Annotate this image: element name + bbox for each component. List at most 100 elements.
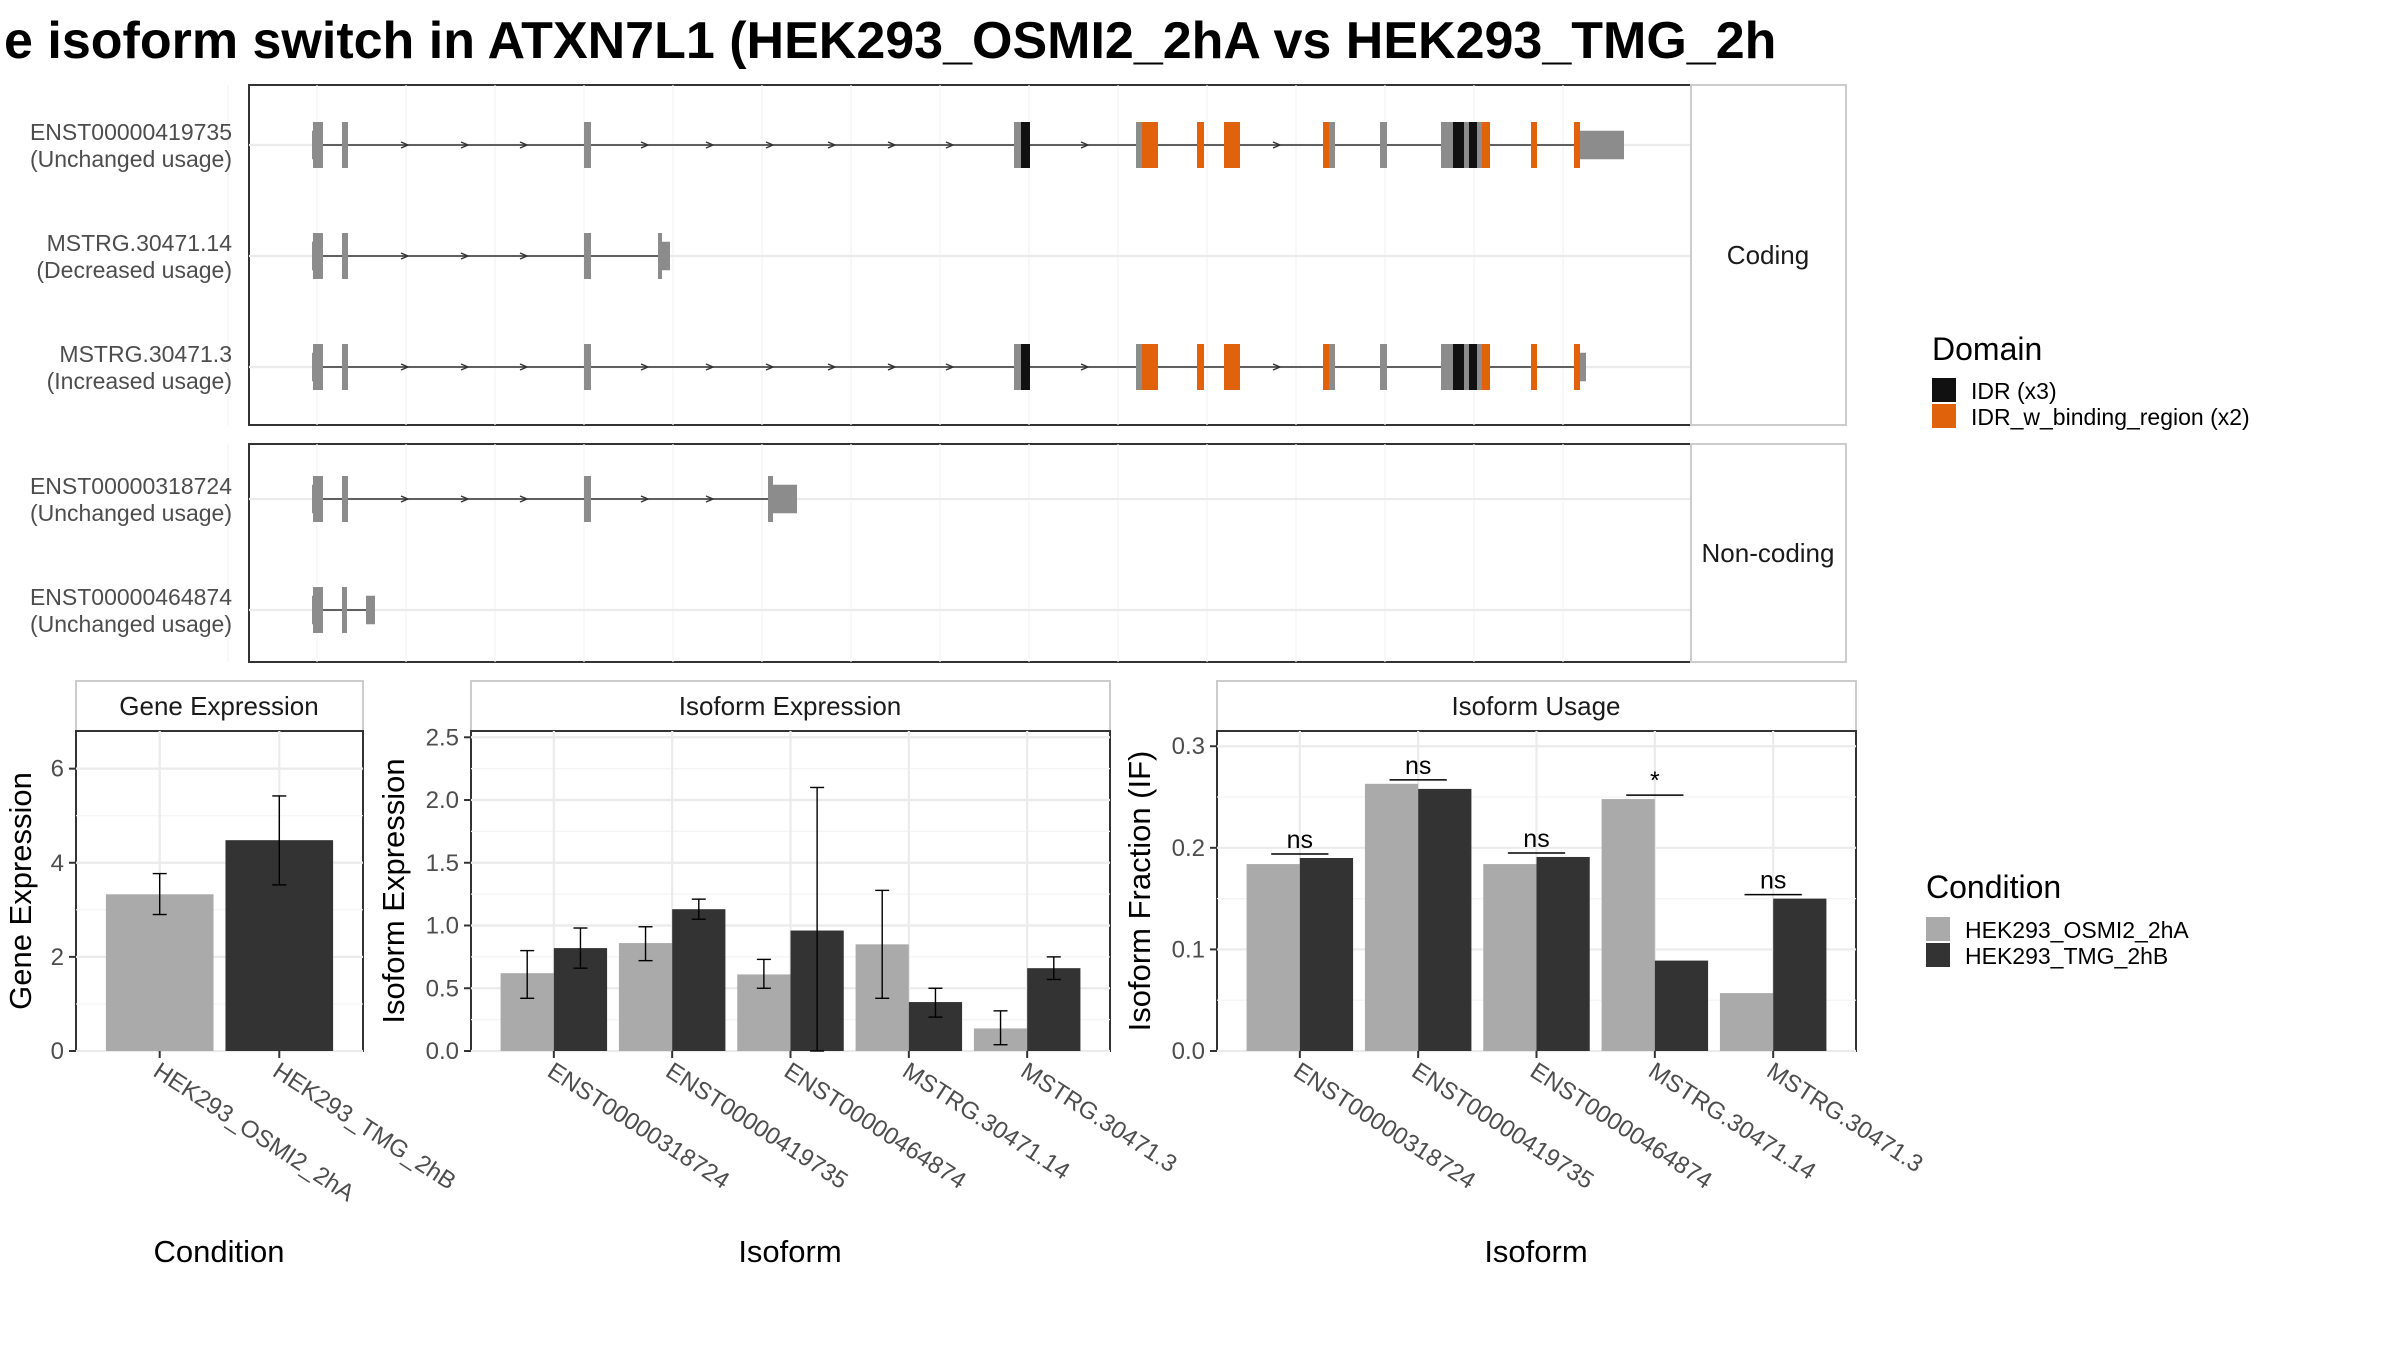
- idr_binding-domain: [1197, 122, 1204, 168]
- transcript-name: MSTRG.30471.14: [47, 230, 233, 256]
- y-tick-label: 2.0: [426, 787, 459, 814]
- direction-arrow: [460, 141, 470, 149]
- exon: [1136, 344, 1142, 390]
- direction-arrow: [400, 363, 410, 371]
- panel-strip-title: Gene Expression: [119, 691, 318, 721]
- legend-swatch-cond2: [1926, 943, 1950, 967]
- exon: [584, 476, 591, 522]
- bar: [1299, 857, 1354, 1051]
- y-tick-label: 2: [51, 944, 64, 971]
- bar: [1418, 788, 1472, 1051]
- bar: [1246, 864, 1300, 1051]
- transcript-name: ENST00000318724: [30, 473, 232, 499]
- idr_binding-domain: [1323, 344, 1329, 390]
- exon: [342, 476, 348, 522]
- y-tick-label: 0.2: [1172, 835, 1205, 862]
- y-tick-label: 0.1: [1172, 936, 1205, 963]
- legend-title: Condition: [1926, 869, 2061, 905]
- exon: [312, 484, 318, 514]
- panel-isoform-expression: Isoform Expression 0.00.51.01.52.02.5ENS…: [376, 680, 1182, 1269]
- exon: [584, 122, 591, 168]
- exon: [312, 352, 318, 382]
- exon: [658, 233, 662, 279]
- exon: [1380, 122, 1387, 168]
- y-tick-label: 0.5: [426, 975, 459, 1002]
- exon: [342, 587, 347, 633]
- transcript-name: ENST00000419735: [30, 119, 232, 145]
- legend-swatch-idr: [1932, 378, 1956, 402]
- direction-arrow: [400, 141, 410, 149]
- y-tick-label: 4: [51, 850, 64, 877]
- transcript-labels: ENST00000419735 (Unchanged usage) MSTRG.…: [30, 119, 232, 637]
- transcript-3: [312, 476, 797, 522]
- y-axis-title: Isoform Fraction (IF): [1122, 751, 1157, 1032]
- legend-label: HEK293_TMG_2hB: [1965, 943, 2168, 969]
- legend-swatch-idr-binding: [1932, 404, 1956, 428]
- direction-arrow: [519, 252, 529, 260]
- idr-domain: [1021, 344, 1030, 390]
- exon: [1580, 352, 1586, 382]
- direction-arrow: [519, 363, 529, 371]
- y-tick-label: 6: [51, 756, 64, 783]
- direction-arrow: [640, 141, 650, 149]
- exon: [1441, 344, 1453, 390]
- transcript-status: (Decreased usage): [36, 257, 232, 283]
- y-tick-label: 1.0: [426, 913, 459, 940]
- bar: [1654, 960, 1709, 1051]
- idr-domain: [1469, 122, 1477, 168]
- exon: [584, 233, 591, 279]
- panel-gene-expression: Gene Expression 0246HEK293_OSMI2_2hAHEK2…: [3, 680, 461, 1269]
- significance-label: ns: [1287, 826, 1313, 854]
- transcript-structures: [312, 122, 1624, 633]
- exon: [312, 595, 318, 625]
- direction-arrow: [827, 363, 837, 371]
- bar: [1719, 993, 1774, 1051]
- bar: [105, 894, 214, 1051]
- direction-arrow: [765, 363, 775, 371]
- direction-arrow: [1272, 141, 1282, 149]
- significance-label: ns: [1405, 752, 1431, 780]
- idr_binding-domain: [1531, 122, 1537, 168]
- direction-arrow: [640, 495, 650, 503]
- idr_binding-domain: [1197, 344, 1204, 390]
- transcript-name: MSTRG.30471.3: [59, 341, 232, 367]
- exon: [1477, 122, 1482, 168]
- direction-arrow: [400, 495, 410, 503]
- direction-arrow: [827, 141, 837, 149]
- direction-arrow: [460, 363, 470, 371]
- exon: [1464, 122, 1469, 168]
- idr-domain: [1453, 344, 1464, 390]
- exon: [773, 484, 797, 514]
- figure-title: e isoform switch in ATXN7L1 (HEK293_OSMI…: [4, 12, 1776, 70]
- exon: [768, 476, 773, 522]
- transcript-status: (Unchanged usage): [30, 500, 232, 526]
- panel-isoform-usage: Isoform Usage 0.00.10.20.3ENST0000031872…: [1122, 680, 1928, 1269]
- y-tick-label: 0: [51, 1038, 64, 1065]
- bar: [1027, 968, 1081, 1051]
- exon: [584, 344, 591, 390]
- exon: [366, 595, 375, 625]
- exon: [342, 122, 348, 168]
- direction-arrow: [1080, 141, 1090, 149]
- exon: [662, 241, 670, 271]
- legend-label: IDR_w_binding_region (x2): [1971, 404, 2250, 430]
- exon: [1380, 344, 1387, 390]
- condition-legend: Condition HEK293_OSMI2_2hA HEK293_TMG_2h…: [1926, 869, 2189, 969]
- idr_binding-domain: [1574, 344, 1580, 390]
- direction-arrow: [1272, 363, 1282, 371]
- idr_binding-domain: [1142, 344, 1158, 390]
- y-tick-label: 0.0: [426, 1038, 459, 1065]
- direction-arrow: [945, 363, 955, 371]
- exon: [342, 233, 348, 279]
- transcript-1: [312, 233, 670, 279]
- exon: [1136, 122, 1142, 168]
- direction-arrow: [519, 141, 529, 149]
- exon: [1441, 122, 1453, 168]
- bar: [672, 909, 726, 1051]
- idr_binding-domain: [1224, 344, 1240, 390]
- transcript-name: ENST00000464874: [30, 584, 232, 610]
- legend-swatch-cond1: [1926, 917, 1950, 941]
- exon: [1329, 122, 1335, 168]
- legend-label: HEK293_OSMI2_2hA: [1965, 917, 2189, 943]
